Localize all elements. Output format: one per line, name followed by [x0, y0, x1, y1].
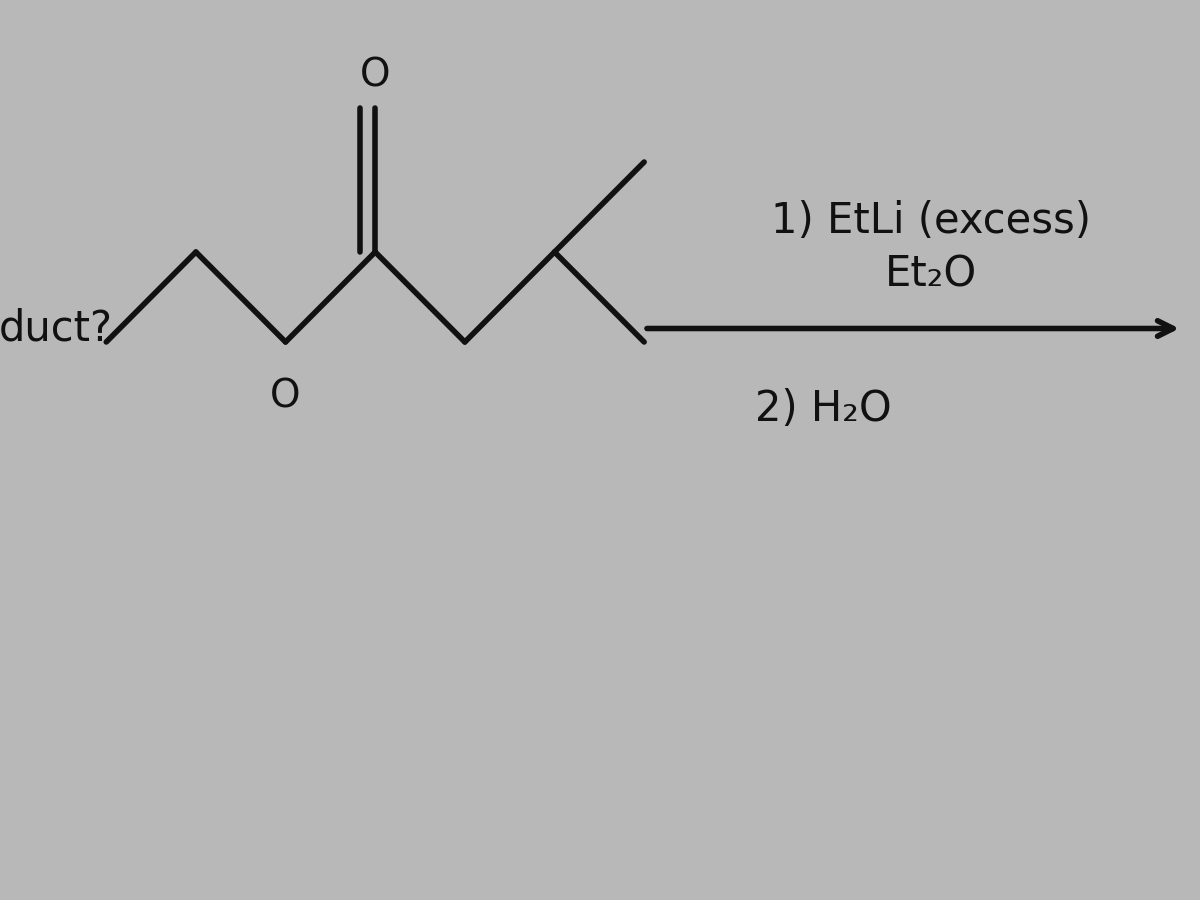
- Text: 2) H₂O: 2) H₂O: [755, 389, 892, 430]
- Text: 1) EtLi (excess): 1) EtLi (excess): [772, 200, 1091, 241]
- Text: duct?: duct?: [0, 308, 113, 349]
- Text: Et₂O: Et₂O: [884, 254, 977, 295]
- Text: O: O: [360, 57, 390, 94]
- Text: O: O: [270, 378, 301, 416]
